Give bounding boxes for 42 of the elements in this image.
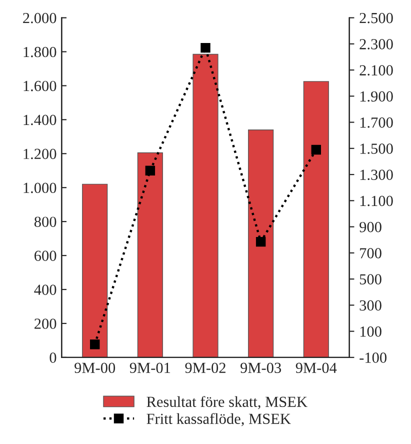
y2-tick-label: 2.300 (360, 39, 393, 50)
x-tick-label: 9M-03 (240, 362, 282, 374)
x-tick-label: 9M-00 (74, 362, 116, 374)
y-tick-label: 1.800 (24, 46, 56, 58)
bar (192, 54, 218, 358)
y-tick-label: 0 (50, 352, 56, 363)
y-tick-label: 400 (34, 284, 56, 295)
y2-tick-label: 300 (360, 300, 382, 311)
y-tick-label: 200 (34, 318, 56, 329)
x-tick-label: 9M-02 (185, 362, 226, 374)
bar (303, 81, 329, 358)
legend-label: Resultat före skatt, MSEK (146, 396, 308, 410)
x-tick-label: 9M-04 (296, 362, 337, 374)
point (200, 42, 210, 53)
y2-tick-label: 2.100 (360, 65, 393, 76)
point (311, 144, 322, 155)
bar (82, 184, 108, 358)
bar (137, 152, 163, 358)
y-tick-label: 1.200 (24, 148, 56, 160)
point (90, 339, 100, 350)
y-tick-label: 1.400 (24, 114, 56, 126)
y2-tick-label: 1.700 (360, 117, 393, 128)
y2-tick-label: 2.500 (360, 12, 393, 24)
y2-tick-label: 900 (360, 222, 382, 232)
y-tick-label: 800 (34, 216, 56, 228)
y2-tick-label: 500 (360, 274, 382, 284)
y-tick-label: 2.000 (23, 12, 56, 24)
bar (248, 130, 274, 358)
point (145, 166, 156, 176)
y2-tick-label: 1.900 (360, 91, 393, 102)
y2-tick-label: 1.500 (360, 144, 393, 154)
y2-tick-label: 700 (360, 248, 382, 258)
y2-tick-label: -100 (360, 352, 386, 363)
y-tick-label: 600 (34, 250, 56, 261)
y2-tick-label: 1.100 (360, 196, 393, 206)
y2-tick-label: 100 (360, 326, 382, 337)
y2-tick-label: 1.300 (360, 170, 393, 180)
legend-label: Fritt kassaflöde, MSEK (146, 413, 291, 426)
x-tick-label: 9M-01 (130, 362, 170, 374)
point (256, 236, 266, 247)
y-tick-label: 1.600 (24, 80, 56, 92)
y-tick-label: 1.000 (24, 182, 56, 194)
